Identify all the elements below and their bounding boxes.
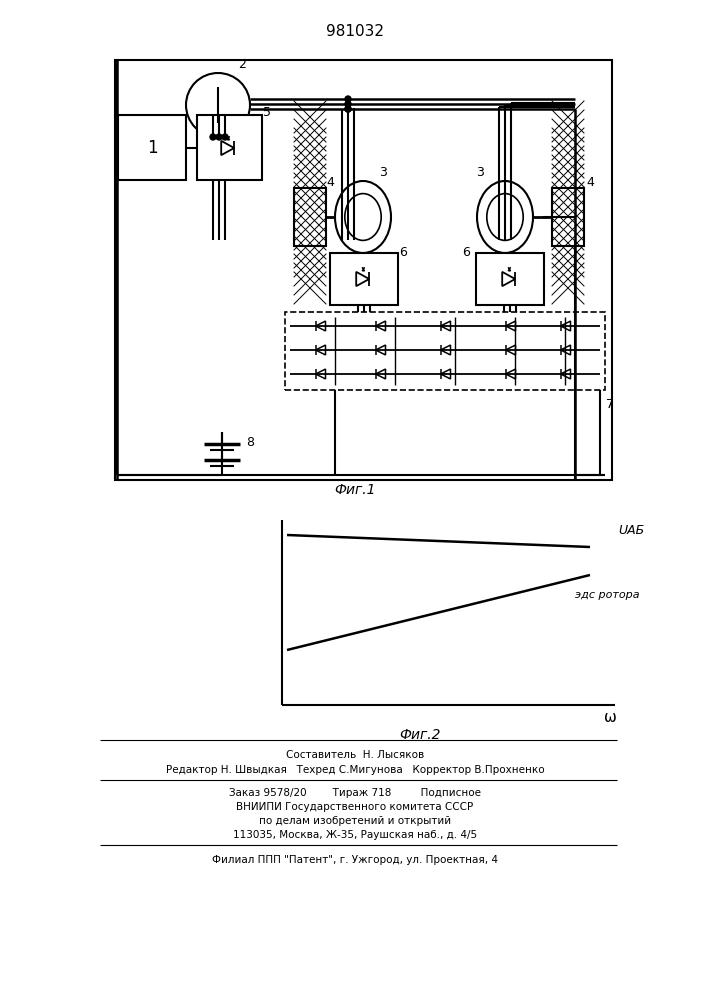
Text: 5: 5 <box>263 106 271 119</box>
Text: Редактор Н. Швыдкая   Техред С.Мигунова   Корректор В.Прохненко: Редактор Н. Швыдкая Техред С.Мигунова Ко… <box>165 765 544 775</box>
Ellipse shape <box>477 181 533 253</box>
Bar <box>285 312 605 390</box>
Text: 1: 1 <box>146 139 158 157</box>
Bar <box>476 253 544 305</box>
Text: эдс ротора: эдс ротора <box>575 590 640 600</box>
Bar <box>118 115 186 180</box>
Text: по делам изобретений и открытий: по делам изобретений и открытий <box>259 816 451 826</box>
Ellipse shape <box>335 181 391 253</box>
Text: 4: 4 <box>326 176 334 188</box>
Text: Составитель  Н. Лысяков: Составитель Н. Лысяков <box>286 750 424 760</box>
Circle shape <box>345 106 351 112</box>
Text: 7: 7 <box>606 398 614 412</box>
Circle shape <box>345 101 351 107</box>
Bar <box>197 115 262 180</box>
Text: 3: 3 <box>476 166 484 180</box>
Text: 3: 3 <box>379 166 387 180</box>
Circle shape <box>216 134 222 140</box>
Text: Заказ 9578/20        Тираж 718         Подписное: Заказ 9578/20 Тираж 718 Подписное <box>229 788 481 798</box>
Text: 2: 2 <box>238 58 246 72</box>
Ellipse shape <box>345 194 381 240</box>
Circle shape <box>345 106 351 112</box>
Text: 981032: 981032 <box>326 24 384 39</box>
Text: ω: ω <box>604 710 617 724</box>
Text: Фиг.1: Фиг.1 <box>334 483 375 497</box>
Bar <box>294 188 326 246</box>
Circle shape <box>186 73 250 137</box>
Text: 8: 8 <box>246 436 254 448</box>
Text: Филиал ППП "Патент", г. Ужгород, ул. Проектная, 4: Филиал ППП "Патент", г. Ужгород, ул. Про… <box>212 855 498 865</box>
Circle shape <box>345 96 351 102</box>
Ellipse shape <box>487 194 523 240</box>
Bar <box>330 253 398 305</box>
Bar <box>552 188 584 246</box>
Text: ВНИИПИ Государственного комитета СССР: ВНИИПИ Государственного комитета СССР <box>236 802 474 812</box>
Circle shape <box>210 134 216 140</box>
Text: UАБ: UАБ <box>618 524 644 536</box>
Circle shape <box>222 134 228 140</box>
Text: 6: 6 <box>462 246 470 259</box>
Text: 4: 4 <box>586 176 594 188</box>
Bar <box>115 60 612 480</box>
Text: 113035, Москва, Ж-35, Раушская наб., д. 4/5: 113035, Москва, Ж-35, Раушская наб., д. … <box>233 830 477 840</box>
Text: Фиг.2: Фиг.2 <box>399 728 440 742</box>
Text: 6: 6 <box>399 246 407 259</box>
